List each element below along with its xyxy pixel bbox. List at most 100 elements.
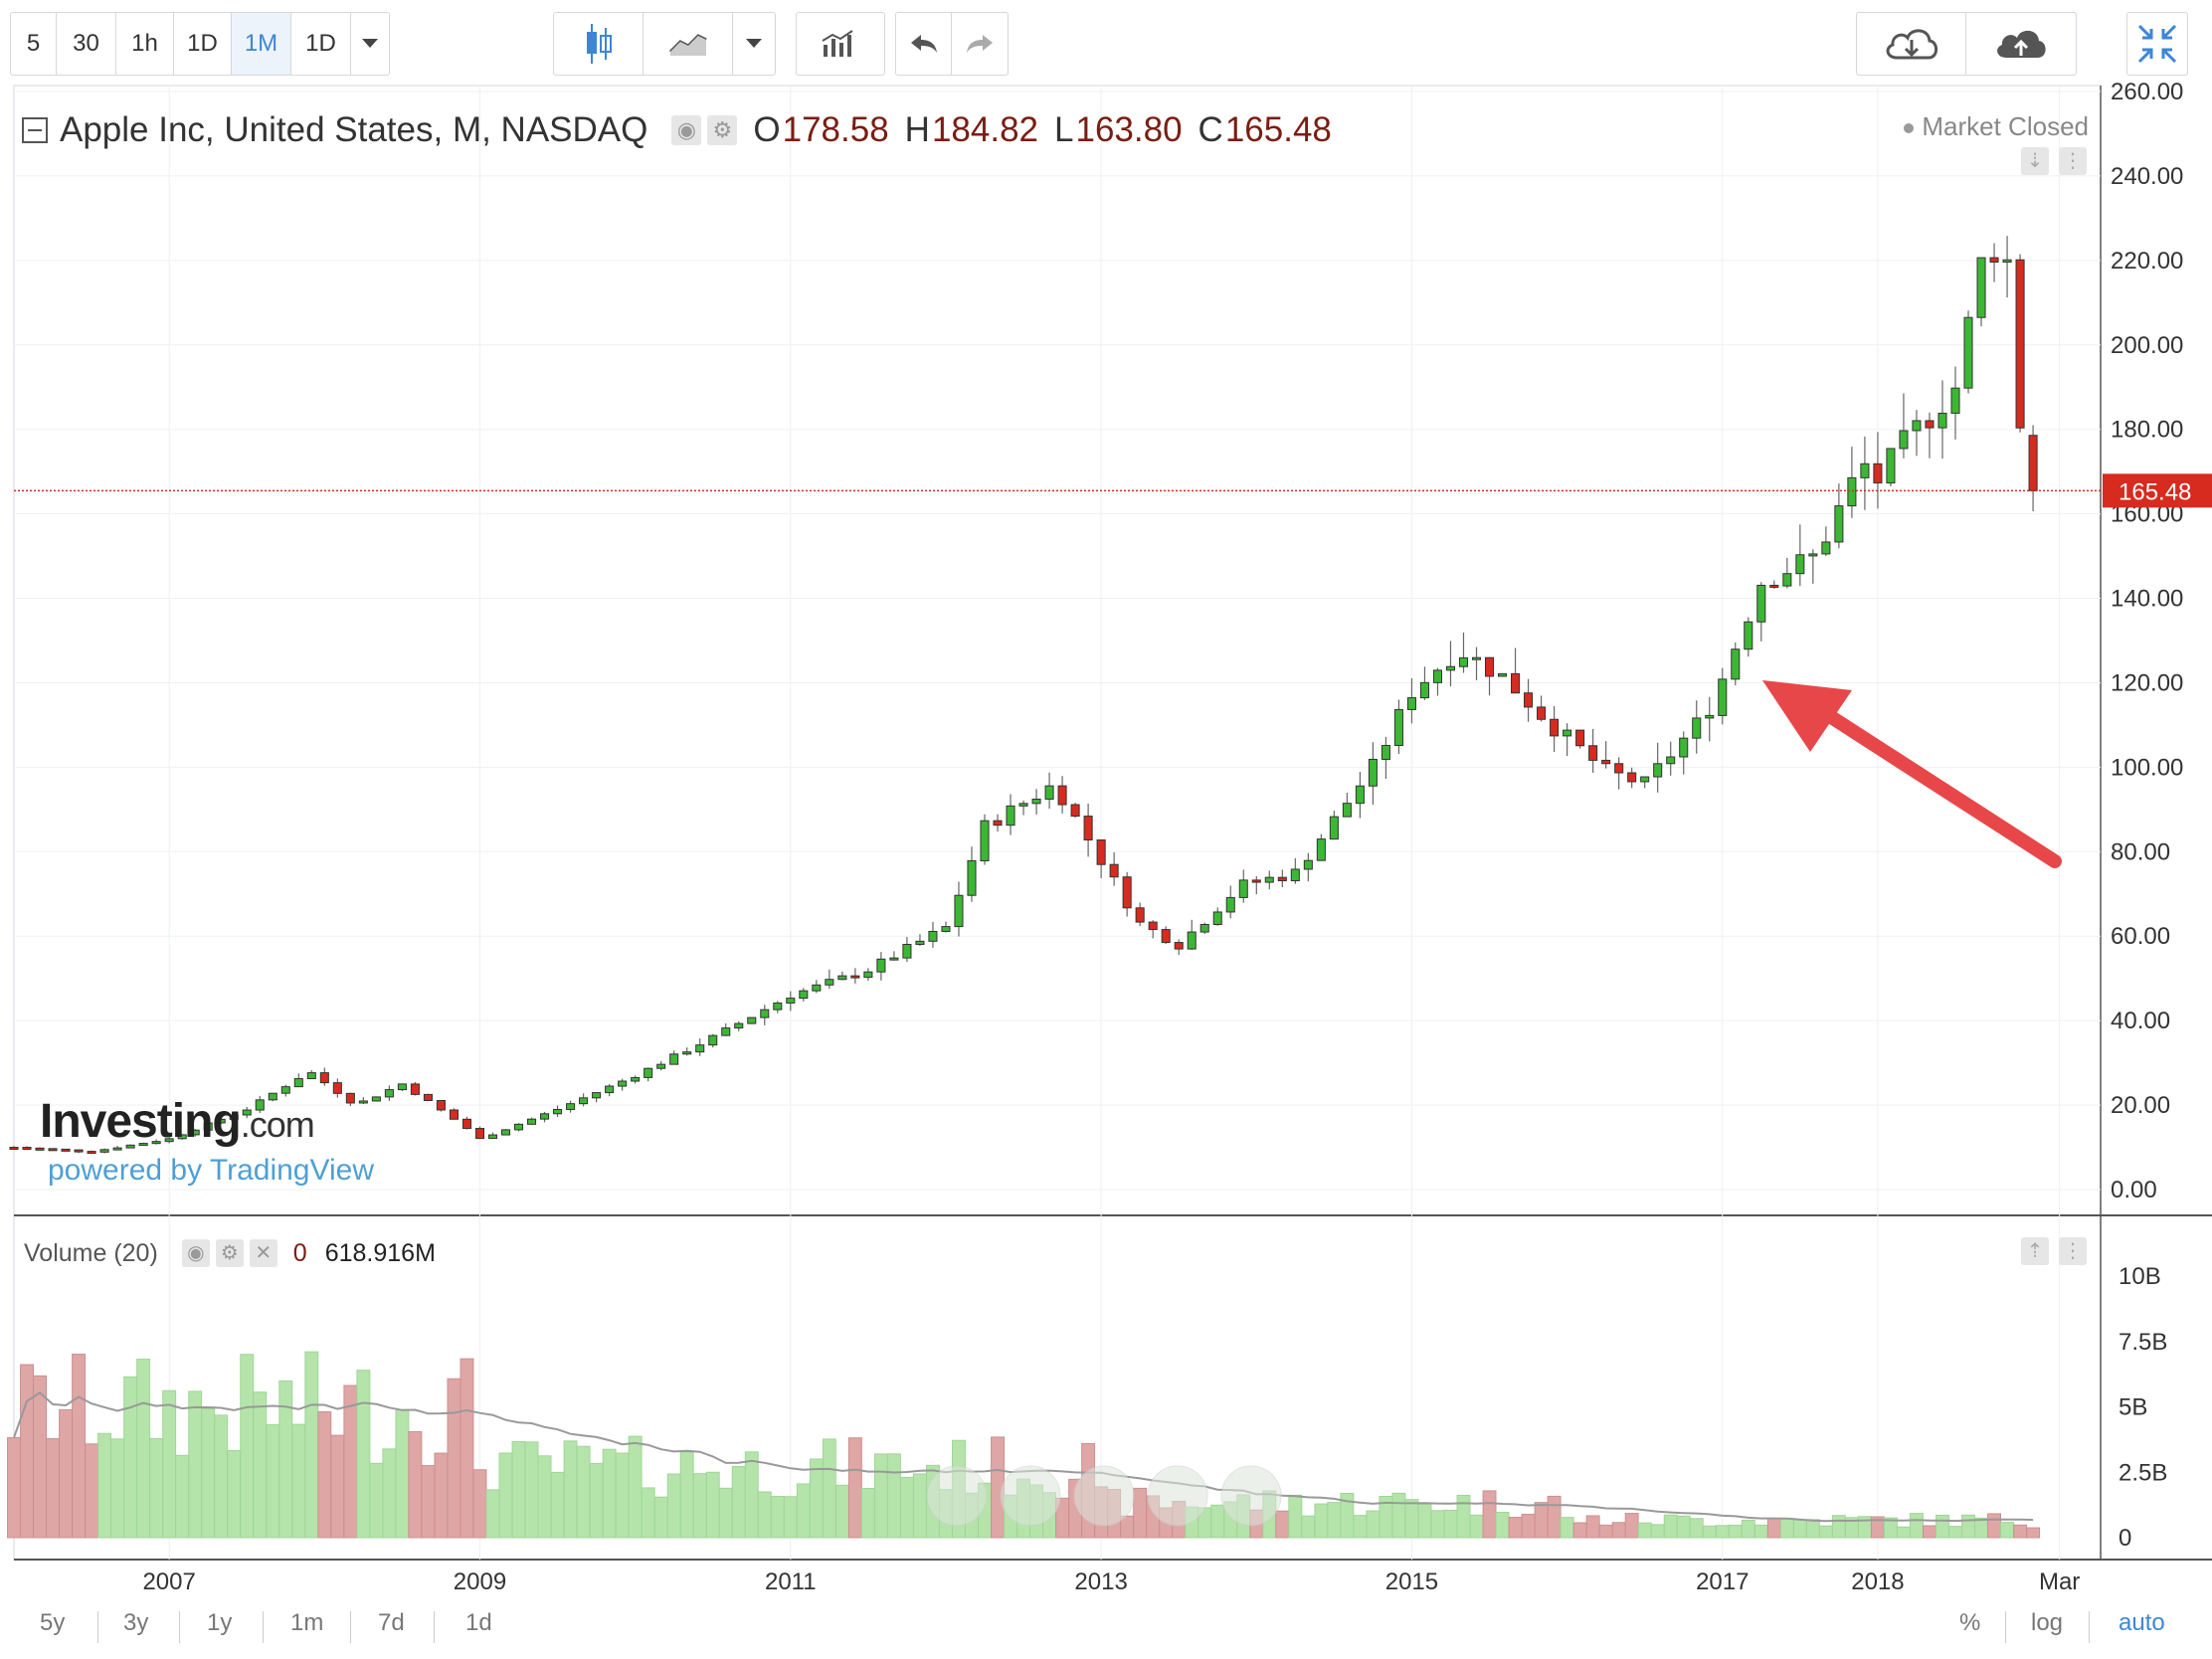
volume-bar xyxy=(214,1414,229,1539)
volume-bar xyxy=(860,1488,875,1539)
candle-body xyxy=(177,1134,187,1140)
volume-bar xyxy=(1766,1518,1781,1539)
candle-body xyxy=(1614,763,1624,774)
save-layout-button[interactable] xyxy=(1966,13,2076,75)
volume-bar xyxy=(912,1473,927,1539)
style-dropdown-button[interactable] xyxy=(733,13,775,75)
volume-bar xyxy=(72,1354,87,1539)
log-scale-button[interactable]: log xyxy=(2031,1609,2064,1636)
candle-body xyxy=(1937,412,1947,429)
interval-5-button[interactable]: 5 xyxy=(11,13,57,75)
candle-body xyxy=(255,1099,265,1111)
candle-body xyxy=(1458,656,1469,667)
volume-bar xyxy=(1585,1515,1600,1539)
gear-icon[interactable]: ⚙ xyxy=(707,115,738,145)
scroll-up-icon[interactable]: ⇡ xyxy=(2021,1237,2049,1265)
candle-body xyxy=(22,1147,32,1151)
undo-button[interactable] xyxy=(896,13,952,75)
candle-body xyxy=(1303,859,1313,870)
volume-bar xyxy=(110,1438,125,1539)
volume-bar xyxy=(1547,1495,1562,1539)
redo-button[interactable] xyxy=(952,13,1008,75)
candle-body xyxy=(1419,681,1429,699)
volume-bar xyxy=(2000,1522,2015,1539)
volume-bar xyxy=(253,1391,268,1539)
separator xyxy=(263,1611,264,1643)
interval-30-button[interactable]: 30 xyxy=(57,13,116,75)
logo-brand: Investing xyxy=(40,1095,242,1148)
volume-bar xyxy=(1456,1494,1471,1539)
separator xyxy=(179,1611,180,1643)
candle-body xyxy=(1769,584,1779,588)
range-5y-button[interactable]: 5y xyxy=(40,1609,66,1636)
line-style-button[interactable] xyxy=(644,13,733,75)
volume-bar xyxy=(1133,1487,1148,1539)
collapse-legend-icon[interactable] xyxy=(22,117,48,143)
load-layout-button[interactable] xyxy=(1857,13,1966,75)
bottom-bar: 5y 3y 1y 1m 7d 1d % log auto xyxy=(0,1597,2212,1659)
percent-scale-button[interactable]: % xyxy=(1959,1609,1981,1636)
candle-body xyxy=(760,1009,770,1018)
candle-body xyxy=(915,940,925,945)
low-value: 163.80 xyxy=(1075,110,1183,149)
powered-by-link[interactable]: powered by TradingView xyxy=(48,1154,374,1187)
volume-bar xyxy=(1663,1514,1678,1539)
candle-body xyxy=(1731,648,1741,680)
candle-body xyxy=(1290,868,1300,882)
candle-body xyxy=(1989,257,1999,264)
candle-body xyxy=(461,1118,472,1130)
volume-bar xyxy=(1974,1517,1988,1539)
range-1y-button[interactable]: 1y xyxy=(207,1609,233,1636)
range-1d-button[interactable]: 1d xyxy=(465,1609,492,1636)
volume-bar xyxy=(1314,1503,1329,1539)
volume-bar xyxy=(847,1437,862,1539)
candle-body xyxy=(1393,708,1403,746)
range-1m-button[interactable]: 1m xyxy=(290,1609,324,1636)
volume-bar xyxy=(1948,1526,1962,1539)
candle-body xyxy=(1484,656,1495,677)
interval-1d-button[interactable]: 1D xyxy=(174,13,232,75)
auto-scale-button[interactable]: auto xyxy=(2119,1609,2165,1636)
candle-body xyxy=(1925,420,1935,429)
time-tick-label: 2009 xyxy=(454,1568,506,1595)
volume-tick-label: 5B xyxy=(2119,1394,2147,1421)
volume-bar xyxy=(1910,1513,1924,1539)
range-3y-button[interactable]: 3y xyxy=(123,1609,149,1636)
candle-body xyxy=(553,1108,563,1115)
market-status: Market Closed xyxy=(1904,111,2089,142)
volume-value-0: 0 xyxy=(292,1238,307,1267)
fullscreen-button[interactable] xyxy=(2127,13,2187,75)
eye-icon[interactable]: ◉ xyxy=(671,115,702,145)
candles-button[interactable] xyxy=(554,13,644,75)
candle-body xyxy=(229,1114,239,1120)
scroll-down-icon[interactable]: ⇣ xyxy=(2021,147,2049,175)
eye-icon[interactable]: ◉ xyxy=(181,1239,210,1267)
candle-body xyxy=(48,1148,58,1152)
interval-dropdown-button[interactable] xyxy=(351,13,389,75)
candle-body xyxy=(1161,929,1171,944)
candle-body xyxy=(268,1092,277,1101)
volume-tick-label: 0 xyxy=(2119,1525,2131,1552)
plot-frame xyxy=(13,85,2102,1561)
indicators-button[interactable] xyxy=(797,13,884,75)
interval-1d-second-button[interactable]: 1D xyxy=(291,13,351,75)
candle-body xyxy=(203,1122,213,1131)
interval-1h-button[interactable]: 1h xyxy=(116,13,174,75)
close-icon[interactable]: ✕ xyxy=(249,1239,277,1267)
volume-bar xyxy=(1779,1518,1794,1539)
volume-bar xyxy=(136,1359,151,1539)
candle-body xyxy=(1795,554,1805,575)
volume-bar xyxy=(1923,1525,1936,1539)
candle-body xyxy=(1718,678,1728,716)
more-icon[interactable]: ⋮ xyxy=(2059,147,2087,175)
more-icon[interactable]: ⋮ xyxy=(2059,1237,2087,1265)
volume-bar xyxy=(783,1496,798,1539)
interval-1m-button[interactable]: 1M xyxy=(232,13,291,75)
volume-bar xyxy=(1650,1524,1665,1539)
separator xyxy=(2005,1611,2006,1643)
range-7d-button[interactable]: 7d xyxy=(378,1609,405,1636)
candle-body xyxy=(1225,896,1235,913)
gear-icon[interactable]: ⚙ xyxy=(215,1239,244,1267)
volume-bar xyxy=(1353,1515,1368,1539)
